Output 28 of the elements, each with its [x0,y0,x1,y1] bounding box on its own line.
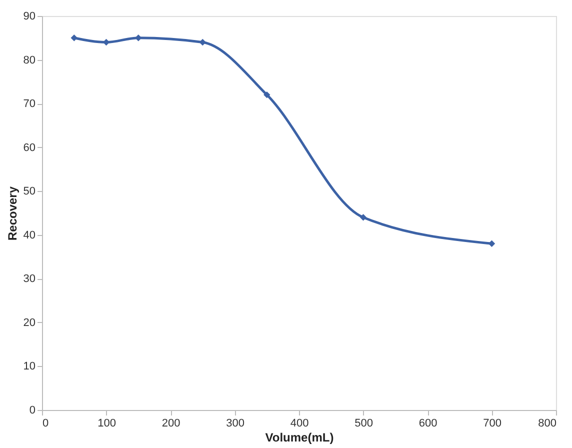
point [199,38,206,46]
x-tick-label: 0 [42,418,49,430]
y-tick-label: 90 [23,10,36,22]
x-tick-label: 100 [98,418,116,430]
x-tick-label: 700 [483,418,502,430]
y-tick-label: 10 [23,360,36,373]
y-tick-label: 0 [29,404,36,416]
x-tick-label: 800 [538,418,556,430]
y-axis-title: Recovery [5,186,20,241]
x-tick-label: 200 [162,418,180,430]
y-tick-label: 50 [23,186,36,198]
point [488,240,496,247]
y-tick-label: 60 [23,142,36,154]
point [70,34,78,42]
y-tick-label: 40 [23,229,36,242]
x-tick-label: 600 [418,418,438,430]
x-tick-label: 500 [354,418,373,430]
y-tick-label: 20 [23,316,36,329]
point [360,214,367,221]
x-tick-label: 400 [290,418,309,430]
y-tick-label: 80 [23,54,36,66]
x-axis-title: Volume(mL) [265,430,334,444]
point [135,34,142,42]
y-tick-label: 70 [23,98,36,110]
y-tick-label: 30 [23,273,36,286]
point [264,91,270,98]
point [102,38,110,46]
x-tick-label: 300 [226,418,244,430]
